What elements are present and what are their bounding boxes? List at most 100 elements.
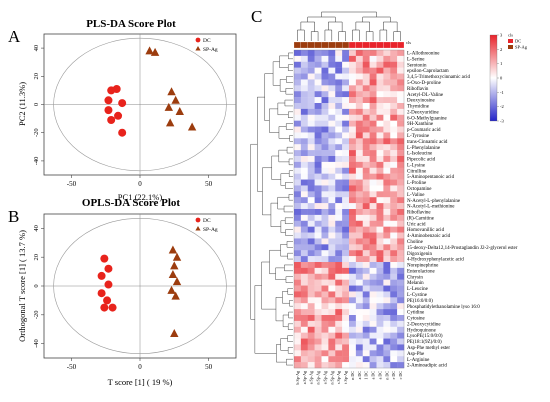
heatmap-cell bbox=[342, 326, 350, 333]
heatmap-cell bbox=[369, 291, 377, 298]
heatmap-cell bbox=[342, 191, 350, 198]
heatmap-cell bbox=[328, 167, 336, 174]
heatmap-cell bbox=[397, 67, 405, 74]
heatmap-cell bbox=[383, 226, 391, 233]
heatmap-cell bbox=[321, 320, 329, 327]
heatmap-cell bbox=[369, 226, 377, 233]
group-bar-cell bbox=[321, 41, 329, 49]
heatmap-cell bbox=[321, 214, 329, 221]
heatmap-cell bbox=[335, 362, 343, 369]
heatmap-cell bbox=[294, 338, 302, 345]
column-dendrogram-link bbox=[379, 29, 388, 41]
heatmap-cell bbox=[300, 61, 308, 68]
heatmap-cell bbox=[349, 226, 357, 233]
heatmap-cell bbox=[300, 362, 308, 369]
heatmap-cell bbox=[355, 326, 363, 333]
heatmap-cell bbox=[390, 179, 398, 186]
heatmap-cell bbox=[383, 291, 391, 298]
heatmap-cell bbox=[390, 156, 398, 163]
heatmap-cell bbox=[397, 120, 405, 127]
heatmap-cell bbox=[376, 303, 384, 310]
heatmap-cell bbox=[369, 315, 377, 322]
heatmap-cell bbox=[369, 279, 377, 286]
heatmap-cell bbox=[294, 179, 302, 186]
heatmap-cell bbox=[321, 273, 329, 280]
heatmap-cell bbox=[307, 256, 315, 263]
heatmap-cell bbox=[307, 267, 315, 274]
heatmap-cell bbox=[307, 244, 315, 251]
heatmap-cell bbox=[349, 73, 357, 80]
heatmap-cell bbox=[300, 309, 308, 316]
plsda-panel: PLS-DA Score Plot -50 0 50 -40 -20 0 20 40 DC SP-… bbox=[17, 18, 237, 202]
heatmap-cell bbox=[321, 97, 329, 104]
row-label: Uric acid bbox=[407, 222, 426, 227]
heatmap-cell bbox=[307, 138, 315, 145]
heatmap-cell bbox=[314, 273, 322, 280]
heatmap-cell bbox=[342, 220, 350, 227]
heatmap-cell bbox=[355, 214, 363, 221]
oplsda-x-tick-label: 50 bbox=[205, 363, 213, 371]
heatmap-cell bbox=[342, 320, 350, 327]
heatmap-cell bbox=[355, 291, 363, 298]
heatmap-cell bbox=[294, 214, 302, 221]
heatmap-cell bbox=[294, 61, 302, 68]
heatmap-cell bbox=[349, 303, 357, 310]
heatmap-cell bbox=[328, 320, 336, 327]
heatmap-cell bbox=[307, 326, 315, 333]
heatmap-cell bbox=[307, 167, 315, 174]
row-label: epsilon-Caprolactam bbox=[407, 69, 449, 74]
heatmap-cell bbox=[314, 350, 322, 357]
heatmap-cell bbox=[342, 50, 350, 57]
plsda-title: PLS-DA Score Plot bbox=[86, 18, 176, 30]
heatmap-cell bbox=[335, 273, 343, 280]
heatmap-cell bbox=[314, 238, 322, 245]
heatmap-cell bbox=[383, 97, 391, 104]
heatmap-cell bbox=[355, 220, 363, 227]
heatmap-cell bbox=[349, 262, 357, 269]
heatmap-cell bbox=[300, 303, 308, 310]
heatmap-cell bbox=[294, 226, 302, 233]
heatmap-cell bbox=[294, 238, 302, 245]
group-bar-cell bbox=[362, 41, 370, 49]
heatmap-cell bbox=[294, 67, 302, 74]
heatmap-cell bbox=[390, 108, 398, 115]
heatmap-cell bbox=[314, 197, 322, 204]
heatmap-cell bbox=[335, 108, 343, 115]
row-dendrogram-link bbox=[286, 241, 293, 248]
heatmap-cell bbox=[328, 156, 336, 163]
heatmap-cell bbox=[342, 138, 350, 145]
heatmap-cell bbox=[369, 167, 377, 174]
heatmap-cell bbox=[376, 61, 384, 68]
heatmap-cell bbox=[362, 61, 370, 68]
heatmap-cell bbox=[390, 226, 398, 233]
heatmap-cell bbox=[342, 267, 350, 274]
heatmap-cell bbox=[349, 350, 357, 357]
heatmap-cell bbox=[300, 232, 308, 239]
heatmap-cell bbox=[397, 55, 405, 62]
heatmap-cell bbox=[314, 161, 322, 168]
heatmap-cell bbox=[328, 73, 336, 80]
column-label: 1 DC bbox=[364, 371, 369, 380]
heatmap-cell bbox=[307, 332, 315, 339]
heatmap-cell bbox=[314, 191, 322, 198]
heatmap-cell bbox=[383, 309, 391, 316]
heatmap-cell bbox=[307, 344, 315, 351]
heatmap-cell bbox=[369, 138, 377, 145]
heatmap-cell bbox=[307, 338, 315, 345]
heatmap-cell bbox=[342, 291, 350, 298]
heatmap-cell bbox=[397, 291, 405, 298]
heatmap-cell bbox=[397, 185, 405, 192]
row-label: L-Tyrosine bbox=[407, 134, 430, 139]
heatmap-cell bbox=[335, 315, 343, 322]
heatmap-cell bbox=[369, 197, 377, 204]
heatmap-cell bbox=[390, 356, 398, 363]
heatmap-cell bbox=[355, 191, 363, 198]
heatmap-cell bbox=[390, 191, 398, 198]
row-dendrogram-link bbox=[279, 55, 289, 68]
heatmap-cell bbox=[328, 262, 336, 269]
heatmap-cell bbox=[321, 226, 329, 233]
heatmap-cell bbox=[349, 209, 357, 216]
heatmap-cell bbox=[355, 61, 363, 68]
heatmap-cell bbox=[397, 262, 405, 269]
row-label: Homovanillic acid bbox=[407, 228, 445, 233]
